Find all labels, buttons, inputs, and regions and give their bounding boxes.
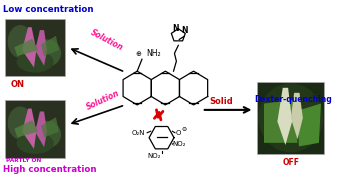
Polygon shape	[41, 36, 59, 56]
Ellipse shape	[8, 107, 32, 139]
Text: N: N	[172, 24, 179, 33]
Ellipse shape	[34, 40, 61, 66]
Text: N: N	[182, 26, 188, 35]
Text: ⊕: ⊕	[135, 51, 141, 57]
Ellipse shape	[259, 84, 323, 152]
Ellipse shape	[17, 133, 53, 153]
Text: NH₂: NH₂	[146, 49, 160, 58]
Text: ON: ON	[10, 80, 24, 89]
Text: Solid: Solid	[209, 97, 233, 106]
Polygon shape	[35, 112, 47, 147]
Bar	[257, 82, 324, 154]
Ellipse shape	[34, 122, 61, 147]
Polygon shape	[277, 88, 292, 145]
Ellipse shape	[17, 52, 53, 72]
Text: O₂N: O₂N	[132, 130, 145, 136]
Text: Solution: Solution	[85, 89, 121, 112]
Text: Dexter-quenching: Dexter-quenching	[254, 95, 332, 105]
Text: NO₂: NO₂	[172, 141, 185, 147]
Bar	[6, 19, 65, 76]
Polygon shape	[291, 93, 303, 139]
Text: O: O	[176, 130, 181, 136]
Text: OFF: OFF	[282, 158, 299, 167]
Text: Solution: Solution	[89, 28, 125, 52]
Ellipse shape	[8, 26, 32, 57]
Polygon shape	[41, 117, 59, 137]
Text: PARTLY ON: PARTLY ON	[7, 158, 42, 163]
Text: Low concentration: Low concentration	[2, 5, 93, 14]
Polygon shape	[264, 100, 298, 143]
Polygon shape	[35, 30, 47, 66]
Polygon shape	[14, 120, 38, 137]
Polygon shape	[22, 109, 36, 149]
Polygon shape	[14, 39, 38, 56]
Text: High concentration: High concentration	[2, 166, 96, 174]
Polygon shape	[298, 104, 321, 146]
Text: NO₂: NO₂	[147, 153, 161, 159]
Text: ⊖: ⊖	[182, 127, 187, 132]
Polygon shape	[22, 27, 36, 67]
Bar	[6, 100, 65, 158]
